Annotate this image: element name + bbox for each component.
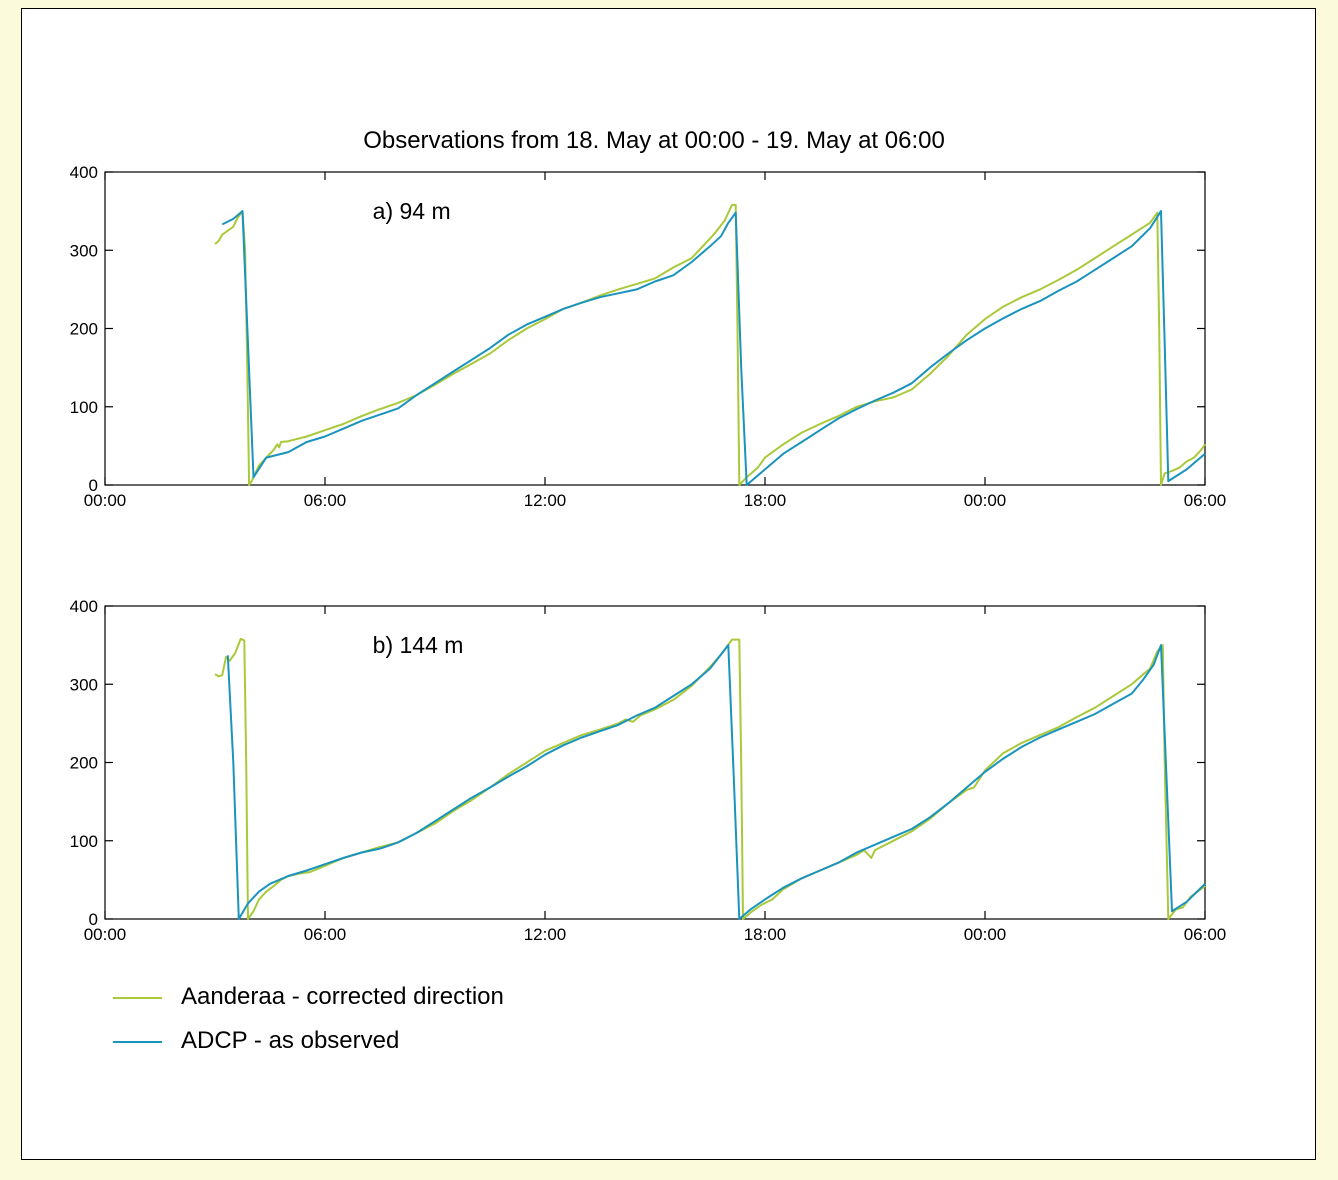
x-tick-label: 00:00 (84, 925, 127, 944)
y-tick-label: 300 (70, 675, 98, 694)
y-tick-label: 300 (70, 241, 98, 260)
x-tick-label: 06:00 (1184, 491, 1227, 510)
series-line-adcp (226, 644, 1206, 920)
series-line-aanderaa (214, 203, 1206, 486)
panel-label: b) 144 m (373, 632, 464, 658)
plot-frame (104, 605, 1206, 920)
y-tick-label: 0 (89, 910, 98, 929)
x-tick-label: 12:00 (524, 925, 567, 944)
panel-label: a) 94 m (373, 198, 451, 224)
figure-frame (21, 8, 1316, 1160)
x-tick-label: 06:00 (1184, 925, 1227, 944)
y-tick-label: 100 (70, 832, 98, 851)
panel-b: 0 100 200 300 400 00:00 06:00 12:00 18:00 00:00 06… (70, 597, 1227, 944)
x-tick-label: 06:00 (304, 925, 347, 944)
legend-label-aanderaa: Aanderaa - corrected direction (181, 983, 504, 1010)
y-tick-label: 400 (70, 163, 98, 182)
x-tick-label: 00:00 (84, 491, 127, 510)
x-tick-label: 18:00 (744, 491, 787, 510)
plot-frame (104, 171, 1206, 486)
x-tick-label: 00:00 (964, 491, 1007, 510)
legend: Aanderaa - corrected direction ADCP - as… (113, 983, 504, 1054)
y-tick-label: 200 (70, 320, 98, 339)
panel-a: 0 100 200 300 400 00:00 06:00 12:00 18:00 00:00 06… (70, 163, 1227, 510)
series-line-adcp (221, 210, 1206, 486)
y-tick-label: 200 (70, 754, 98, 773)
x-tick-label: 12:00 (524, 491, 567, 510)
y-tick-label: 400 (70, 597, 98, 616)
legend-label-adcp: ADCP - as observed (181, 1027, 399, 1054)
series-line-aanderaa (214, 637, 1206, 920)
chart-title: Observations from 18. May at 00:00 - 19.… (363, 127, 945, 154)
x-tick-label: 00:00 (964, 925, 1007, 944)
y-tick-label: 100 (70, 398, 98, 417)
x-tick-label: 18:00 (744, 925, 787, 944)
chart-panels: 0 100 200 300 400 00:00 06:00 12:00 18:00 00:00 06… (70, 163, 1227, 944)
x-tick-label: 06:00 (304, 491, 347, 510)
y-tick-label: 0 (89, 476, 98, 495)
